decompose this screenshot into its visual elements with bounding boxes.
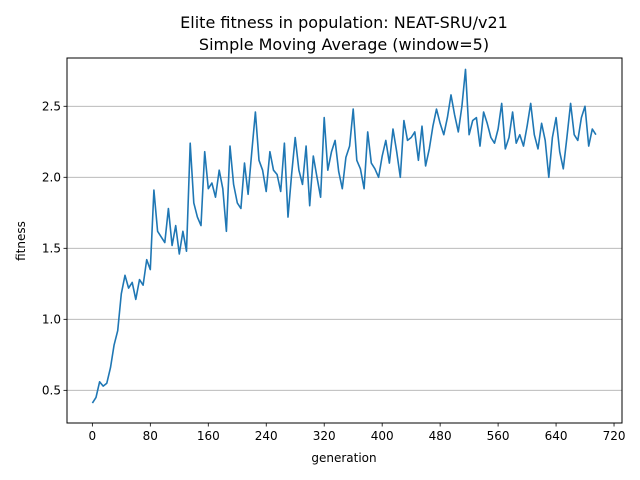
x-tick-label: 640: [545, 429, 568, 443]
series-layer: [91, 68, 597, 404]
plot-frame: [66, 57, 623, 424]
x-tick-label: 480: [429, 429, 452, 443]
y-tick-label: 2.5: [42, 99, 61, 113]
x-tick-label: 320: [313, 429, 336, 443]
y-tick-label: 1.5: [42, 241, 61, 255]
y-tick-label: 2.0: [42, 170, 61, 184]
y-tick-label: 1.0: [42, 312, 61, 326]
y-axis-ticks: 0.5 1.0 1.5 2.0 2.5: [42, 99, 67, 397]
x-tick-label: 80: [143, 429, 158, 443]
chart-title: Elite fitness in population: NEAT-SRU/v2…: [180, 13, 508, 32]
y-axis-label: fitness: [14, 221, 28, 261]
x-tick-label: 560: [487, 429, 510, 443]
y-tick-label: 0.5: [42, 383, 61, 397]
x-tick-label: 240: [255, 429, 278, 443]
x-tick-label: 0: [89, 429, 97, 443]
gridlines: [67, 105, 622, 391]
x-axis-label: generation: [311, 451, 376, 465]
x-tick-label: 720: [603, 429, 626, 443]
x-tick-label: 400: [371, 429, 394, 443]
x-tick-label: 160: [197, 429, 220, 443]
chart-subtitle: Simple Moving Average (window=5): [199, 35, 489, 54]
fitness-line: [91, 68, 597, 404]
x-axis-ticks: 0 80 160 240 320 400 480 560 640 720: [89, 423, 626, 443]
